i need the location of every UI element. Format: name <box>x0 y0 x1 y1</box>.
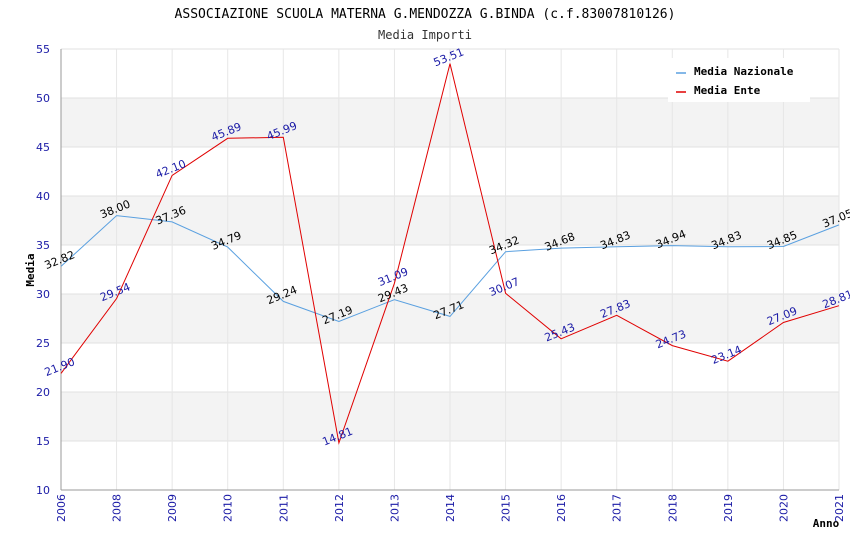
series-line-ente <box>60 63 840 445</box>
x-tick-label: 2014 <box>444 494 457 522</box>
legend-label-ente: Media Ente <box>694 84 761 97</box>
data-label-ente: 23.14 <box>710 343 744 367</box>
x-axis-label: Anno <box>813 517 840 530</box>
x-tick-label: 2015 <box>500 494 513 522</box>
x-tick-label: 2013 <box>388 494 401 522</box>
y-tick-label: 30 <box>36 288 50 301</box>
x-tick-label: 2006 <box>55 494 68 522</box>
axes <box>60 49 839 491</box>
y-tick-label: 20 <box>36 386 50 399</box>
x-tick-label: 2016 <box>555 494 568 522</box>
x-tick-label: 2017 <box>611 494 624 522</box>
y-tick-label: 10 <box>36 484 50 497</box>
y-tick-label: 35 <box>36 239 50 252</box>
series-line-nazionale <box>60 215 840 323</box>
legend-box <box>668 58 810 102</box>
legend: Media Nazionale Media Ente <box>668 58 810 102</box>
x-tick-label: 2011 <box>277 494 290 522</box>
legend-label-nazionale: Media Nazionale <box>694 65 794 78</box>
chart-title: ASSOCIAZIONE SCUOLA MATERNA G.MENDOZZA G… <box>175 7 676 22</box>
data-label-ente: 21.90 <box>43 355 77 379</box>
x-tick-label: 2019 <box>722 494 735 522</box>
y-tick-label: 40 <box>36 190 50 203</box>
y-tick-label: 45 <box>36 141 50 154</box>
x-tick-label: 2021 <box>833 494 846 522</box>
x-tick-label: 2020 <box>777 494 790 522</box>
y-tick-label: 55 <box>36 43 50 56</box>
x-tick-label: 2010 <box>222 494 235 522</box>
x-tick-label: 2012 <box>333 494 346 522</box>
x-tick-label: 2008 <box>111 494 124 522</box>
x-axis-ticks: 2006 2008 2009 2010 2011 2012 2013 2014 2015 2016… <box>55 494 846 522</box>
series-lines <box>60 63 840 445</box>
y-tick-label: 50 <box>36 92 50 105</box>
y-axis-ticks: 10 15 20 25 30 35 40 45 50 55 <box>36 43 50 497</box>
x-tick-label: 2018 <box>666 494 679 522</box>
y-axis-label: Media <box>24 253 37 286</box>
x-tick-label: 2009 <box>166 494 179 522</box>
chart-subtitle: Media Importi <box>378 28 472 42</box>
y-tick-label: 25 <box>36 337 50 350</box>
y-tick-label: 15 <box>36 435 50 448</box>
